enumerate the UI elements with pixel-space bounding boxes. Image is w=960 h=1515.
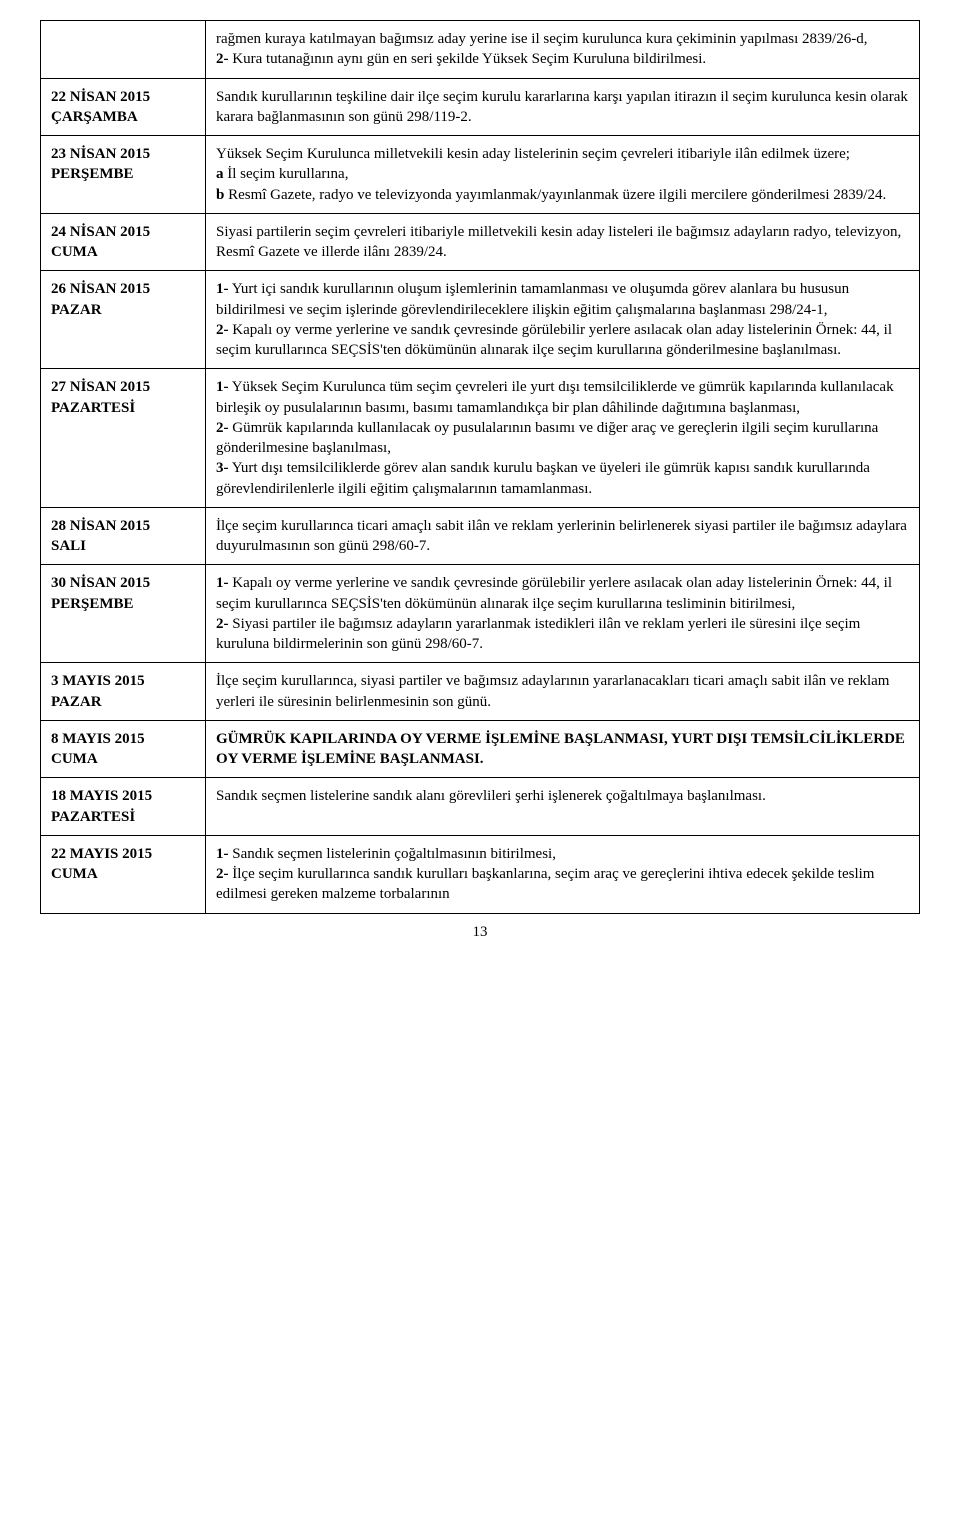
- page-number: 13: [40, 924, 920, 941]
- content-line: 1- Kapalı oy verme yerlerine ve sandık ç…: [216, 573, 909, 614]
- table-row: 22 MAYIS 2015CUMA 1- Sandık seçmen listel…: [41, 835, 920, 913]
- date-cell: 3 MAYIS 2015PAZAR: [41, 663, 206, 721]
- date-line-1: 24 NİSAN 2015: [51, 222, 195, 242]
- content-line: 2- Kura tutanağının aynı gün en seri şek…: [216, 49, 909, 69]
- date-cell: 18 MAYIS 2015PAZARTESİ: [41, 778, 206, 836]
- content-line: Sandık kurullarının teşkiline dair ilçe …: [216, 87, 909, 128]
- content-cell: 1- Yurt içi sandık kurullarının oluşum i…: [206, 271, 920, 369]
- table-row: 3 MAYIS 2015PAZARİlçe seçim kurullarınca…: [41, 663, 920, 721]
- content-line: İlçe seçim kurullarınca, siyasi partiler…: [216, 671, 909, 712]
- date-line-2: CUMA: [51, 749, 195, 769]
- date-line-1: 22 NİSAN 2015: [51, 87, 195, 107]
- date-line-2: PERŞEMBE: [51, 164, 195, 184]
- date-cell: 27 NİSAN 2015PAZARTESİ: [41, 369, 206, 508]
- content-line: 2- Kapalı oy verme yerlerine ve sandık ç…: [216, 320, 909, 361]
- content-line: Sandık seçmen listelerine sandık alanı g…: [216, 786, 909, 806]
- date-line-2: PAZARTESİ: [51, 398, 195, 418]
- date-line-2: PAZAR: [51, 300, 195, 320]
- date-line-1: 18 MAYIS 2015: [51, 786, 195, 806]
- date-line-2: PERŞEMBE: [51, 594, 195, 614]
- date-cell: 22 MAYIS 2015CUMA: [41, 835, 206, 913]
- table-row: 23 NİSAN 2015PERŞEMBE Yüksek Seçim Kurulu…: [41, 136, 920, 214]
- content-line: 2- Gümrük kapılarında kullanılacak oy pu…: [216, 418, 909, 459]
- content-line: a İl seçim kurullarına,: [216, 164, 909, 184]
- date-line-1: 8 MAYIS 2015: [51, 729, 195, 749]
- date-cell: 30 NİSAN 2015PERŞEMBE: [41, 565, 206, 663]
- content-cell: İlçe seçim kurullarınca, siyasi partiler…: [206, 663, 920, 721]
- table-row: 24 NİSAN 2015CUMASiyasi partilerin seçim…: [41, 213, 920, 271]
- content-line: İlçe seçim kurullarınca ticari amaçlı sa…: [216, 516, 909, 557]
- table-row: 30 NİSAN 2015PERŞEMBE1- Kapalı oy verme …: [41, 565, 920, 663]
- content-line: b Resmî Gazete, radyo ve televizyonda ya…: [216, 185, 909, 205]
- date-line-2: PAZAR: [51, 692, 195, 712]
- date-line-2: CUMA: [51, 242, 195, 262]
- date-line-1: 22 MAYIS 2015: [51, 844, 195, 864]
- table-row: 27 NİSAN 2015PAZARTESİ1- Yüksek Seçim Ku…: [41, 369, 920, 508]
- date-line-2: SALI: [51, 536, 195, 556]
- content-line: 2- Siyasi partiler ile bağımsız adayları…: [216, 614, 909, 655]
- schedule-table: rağmen kuraya katılmayan bağımsız aday y…: [40, 20, 920, 914]
- date-cell: 23 NİSAN 2015PERŞEMBE: [41, 136, 206, 214]
- date-line-1: 28 NİSAN 2015: [51, 516, 195, 536]
- content-line: 2- İlçe seçim kurullarınca sandık kurull…: [216, 864, 909, 905]
- content-line: 1- Yüksek Seçim Kurulunca tüm seçim çevr…: [216, 377, 909, 418]
- table-row: 28 NİSAN 2015SALIİlçe seçim kurullarınca…: [41, 507, 920, 565]
- content-line: 1- Yurt içi sandık kurullarının oluşum i…: [216, 279, 909, 320]
- content-cell: Sandık kurullarının teşkiline dair ilçe …: [206, 78, 920, 136]
- date-line-1: 30 NİSAN 2015: [51, 573, 195, 593]
- content-cell: Siyasi partilerin seçim çevreleri itibar…: [206, 213, 920, 271]
- content-line: 3- Yurt dışı temsilciliklerde görev alan…: [216, 458, 909, 499]
- date-line-1: 23 NİSAN 2015: [51, 144, 195, 164]
- content-cell: rağmen kuraya katılmayan bağımsız aday y…: [206, 21, 920, 79]
- content-cell: 1- Sandık seçmen listelerinin çoğaltılma…: [206, 835, 920, 913]
- date-cell: 22 NİSAN 2015ÇARŞAMBA: [41, 78, 206, 136]
- date-cell: 28 NİSAN 2015SALI: [41, 507, 206, 565]
- content-cell: İlçe seçim kurullarınca ticari amaçlı sa…: [206, 507, 920, 565]
- content-cell: 1- Kapalı oy verme yerlerine ve sandık ç…: [206, 565, 920, 663]
- date-line-1: 27 NİSAN 2015: [51, 377, 195, 397]
- content-cell: Sandık seçmen listelerine sandık alanı g…: [206, 778, 920, 836]
- date-line-1: 26 NİSAN 2015: [51, 279, 195, 299]
- date-line-1: 3 MAYIS 2015: [51, 671, 195, 691]
- table-row: 18 MAYIS 2015PAZARTESİ Sandık seçmen list…: [41, 778, 920, 836]
- date-cell: [41, 21, 206, 79]
- date-cell: 26 NİSAN 2015PAZAR: [41, 271, 206, 369]
- date-line-2: PAZARTESİ: [51, 807, 195, 827]
- content-line: Siyasi partilerin seçim çevreleri itibar…: [216, 222, 909, 263]
- content-line: 1- Sandık seçmen listelerinin çoğaltılma…: [216, 844, 909, 864]
- content-cell: Yüksek Seçim Kurulunca milletvekili kesi…: [206, 136, 920, 214]
- date-cell: 8 MAYIS 2015CUMA: [41, 720, 206, 778]
- table-row: 8 MAYIS 2015CUMAGÜMRÜK KAPILARINDA OY VE…: [41, 720, 920, 778]
- table-row: 22 NİSAN 2015ÇARŞAMBASandık kurullarının…: [41, 78, 920, 136]
- table-row: 26 NİSAN 2015PAZAR1- Yurt içi sandık kur…: [41, 271, 920, 369]
- content-line: Yüksek Seçim Kurulunca milletvekili kesi…: [216, 144, 909, 164]
- content-line: GÜMRÜK KAPILARINDA OY VERME İŞLEMİNE BAŞ…: [216, 729, 909, 770]
- content-cell: GÜMRÜK KAPILARINDA OY VERME İŞLEMİNE BAŞ…: [206, 720, 920, 778]
- content-cell: 1- Yüksek Seçim Kurulunca tüm seçim çevr…: [206, 369, 920, 508]
- date-line-2: ÇARŞAMBA: [51, 107, 195, 127]
- date-line-2: CUMA: [51, 864, 195, 884]
- table-row: rağmen kuraya katılmayan bağımsız aday y…: [41, 21, 920, 79]
- content-line: rağmen kuraya katılmayan bağımsız aday y…: [216, 29, 909, 49]
- date-cell: 24 NİSAN 2015CUMA: [41, 213, 206, 271]
